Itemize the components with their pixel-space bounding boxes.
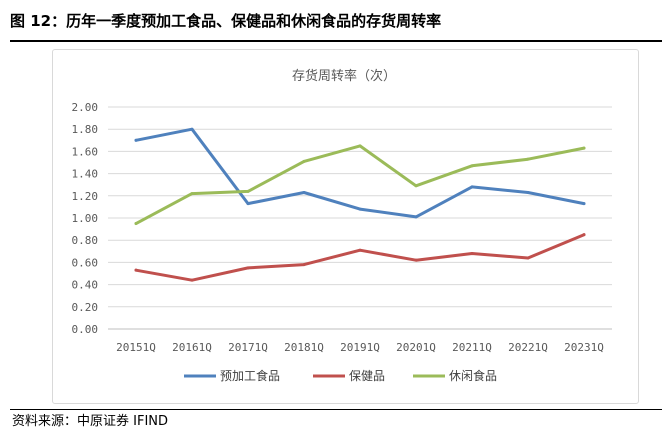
data-point xyxy=(526,157,530,161)
data-point xyxy=(526,190,530,194)
x-tick-label: 20161Q xyxy=(172,341,212,354)
x-tick-label: 20171Q xyxy=(228,341,268,354)
data-point xyxy=(470,164,474,168)
series-line xyxy=(134,233,586,282)
series-3 xyxy=(134,144,586,226)
y-tick-label: 0.20 xyxy=(72,301,99,314)
series-2 xyxy=(134,233,586,282)
data-point xyxy=(246,189,250,193)
legend-label: 预加工食品 xyxy=(220,368,280,383)
data-point xyxy=(134,222,138,226)
chart-title: 存货周转率（次） xyxy=(292,68,396,84)
y-tick-label: 1.80 xyxy=(72,123,99,136)
data-point xyxy=(190,127,194,131)
chart-frame xyxy=(52,49,639,404)
y-tick-label: 1.40 xyxy=(72,168,99,181)
data-point xyxy=(414,258,418,262)
y-tick-label: 1.60 xyxy=(72,145,99,158)
x-tick-label: 20231Q xyxy=(564,341,604,354)
x-tick-label: 20211Q xyxy=(452,341,492,354)
y-tick-label: 0.00 xyxy=(72,323,99,336)
data-point xyxy=(190,192,194,196)
y-tick-label: 2.00 xyxy=(72,101,99,114)
data-point xyxy=(470,185,474,189)
data-point xyxy=(414,184,418,188)
series-1 xyxy=(134,127,586,219)
x-tick-label: 20181Q xyxy=(284,341,324,354)
title-divider xyxy=(10,40,662,42)
data-point xyxy=(358,207,362,211)
data-point xyxy=(358,144,362,148)
figure-title: 图 12：历年一季度预加工食品、保健品和休闲食品的存货周转率 xyxy=(10,12,442,30)
data-point xyxy=(246,266,250,270)
y-tick-label: 0.80 xyxy=(72,234,99,247)
data-point xyxy=(302,159,306,163)
data-point xyxy=(582,202,586,206)
y-tick-label: 1.00 xyxy=(72,212,99,225)
data-point xyxy=(470,252,474,256)
x-tick-label: 20201Q xyxy=(396,341,436,354)
data-point xyxy=(526,256,530,260)
data-point xyxy=(302,190,306,194)
data-point xyxy=(302,263,306,267)
y-tick-label: 1.20 xyxy=(72,190,99,203)
data-point xyxy=(582,146,586,150)
x-tick-label: 20151Q xyxy=(116,341,156,354)
data-point xyxy=(414,215,418,219)
x-tick-label: 20221Q xyxy=(508,341,548,354)
source-note: 资料来源：中原证券 IFIND xyxy=(12,414,169,429)
series-line xyxy=(134,144,586,226)
y-tick-label: 0.60 xyxy=(72,256,99,269)
series-line xyxy=(134,127,586,219)
y-tick-label: 0.40 xyxy=(72,279,99,292)
data-point xyxy=(358,248,362,252)
data-point xyxy=(134,268,138,272)
source-divider xyxy=(10,409,662,410)
data-point xyxy=(582,233,586,237)
data-point xyxy=(190,278,194,282)
legend-label: 保健品 xyxy=(349,369,385,383)
legend-label: 休闲食品 xyxy=(449,368,497,383)
x-tick-label: 20191Q xyxy=(340,341,380,354)
data-point xyxy=(134,138,138,142)
data-point xyxy=(246,202,250,206)
